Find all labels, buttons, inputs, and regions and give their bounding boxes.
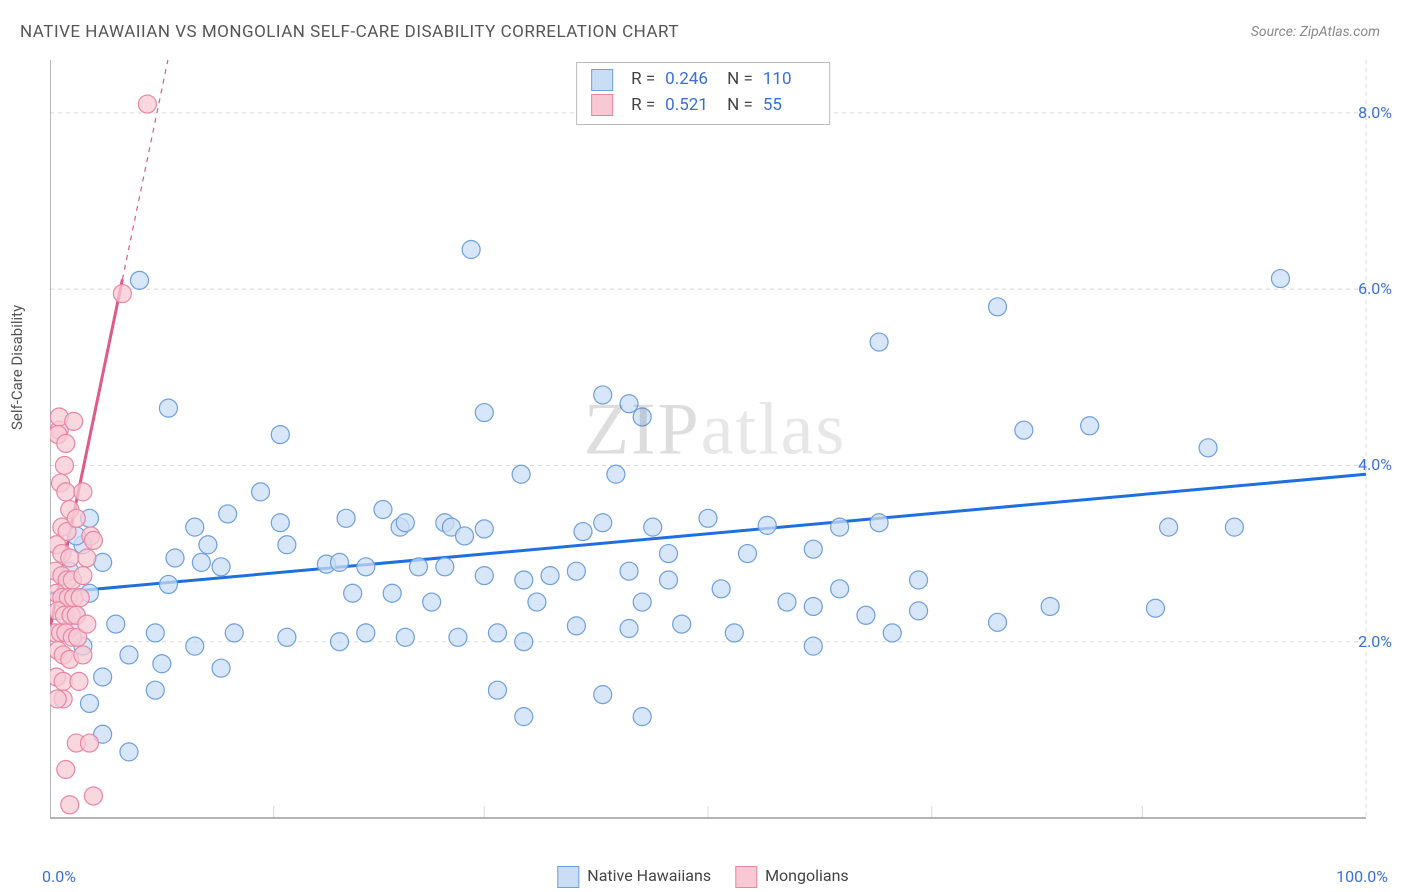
y-tick-2: 2.0%: [1358, 632, 1392, 651]
y-tick-8: 8.0%: [1358, 103, 1392, 122]
swatch-blue-icon: [557, 866, 579, 888]
stat-label-n: N =: [727, 93, 753, 119]
legend-label-1: Native Hawaiians: [587, 866, 711, 885]
scatter-plot-svg: [50, 60, 1380, 830]
stat-label-r: R =: [631, 67, 655, 93]
chart-title: NATIVE HAWAIIAN VS MONGOLIAN SELF-CARE D…: [20, 22, 679, 42]
source-prefix: Source:: [1251, 24, 1300, 40]
stats-row-1: R = 0.246 N = 110: [591, 67, 815, 93]
source-link[interactable]: ZipAtlas.com: [1300, 24, 1380, 40]
stat-r-1: 0.246: [665, 67, 717, 93]
x-tick-100: 100.0%: [1336, 867, 1388, 886]
stats-row-2: R = 0.521 N = 55: [591, 93, 815, 119]
swatch-pink-icon: [591, 94, 613, 116]
x-tick-0: 0.0%: [42, 867, 76, 886]
bottom-legend: Native Hawaiians Mongolians: [557, 866, 848, 888]
legend-label-2: Mongolians: [765, 866, 849, 885]
stat-label-n: N =: [727, 67, 753, 93]
swatch-blue-icon: [591, 69, 613, 91]
stat-r-2: 0.521: [665, 93, 717, 119]
swatch-pink-icon: [735, 866, 757, 888]
legend-item-2: Mongolians: [735, 866, 849, 888]
y-tick-4: 4.0%: [1358, 455, 1392, 474]
source-attribution: Source: ZipAtlas.com: [1251, 24, 1380, 40]
stat-n-1: 110: [763, 67, 815, 93]
stat-label-r: R =: [631, 93, 655, 119]
stats-legend: R = 0.246 N = 110 R = 0.521 N = 55: [576, 62, 830, 125]
stat-n-2: 55: [763, 93, 815, 119]
plot-area: ZIPatlas: [50, 60, 1380, 830]
y-axis-label: Self-Care Disability: [8, 305, 26, 430]
y-tick-6: 6.0%: [1358, 279, 1392, 298]
legend-item-1: Native Hawaiians: [557, 866, 711, 888]
